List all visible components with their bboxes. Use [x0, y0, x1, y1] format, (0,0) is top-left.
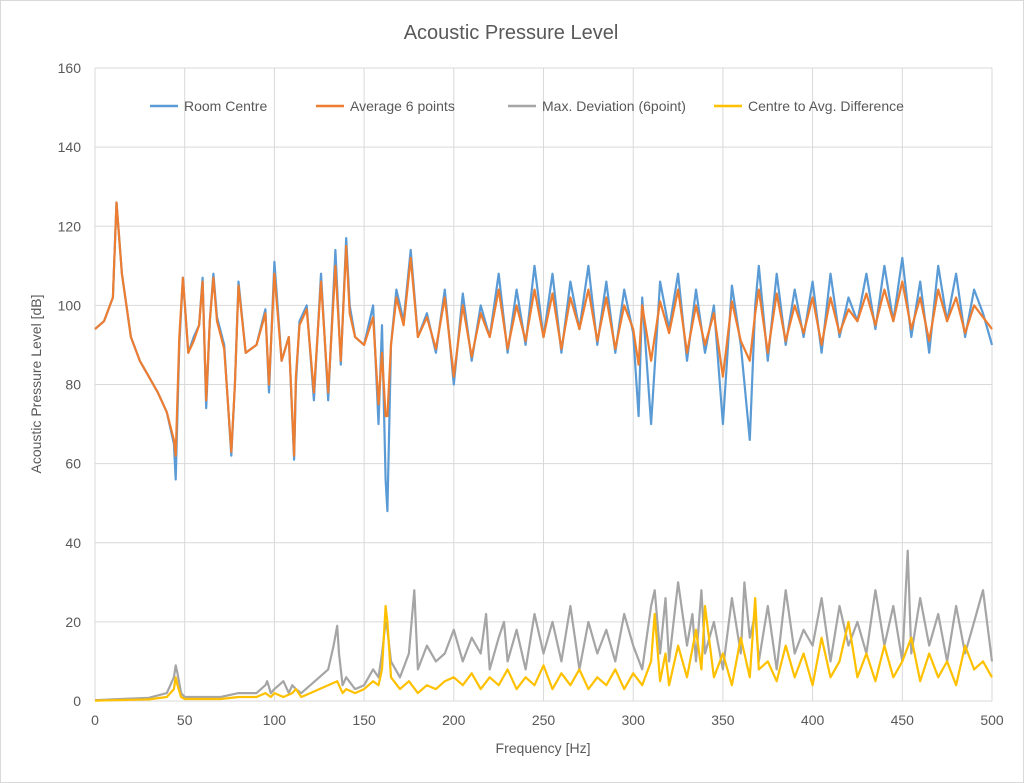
legend-item-0: Room Centre: [150, 98, 267, 114]
legend-item-2: Max. Deviation (6point): [508, 98, 686, 114]
x-tick-label: 150: [352, 712, 376, 728]
x-axis-title: Frequency [Hz]: [496, 740, 591, 756]
x-tick-label: 100: [263, 712, 287, 728]
y-tick-label: 140: [58, 139, 82, 155]
x-tick-label: 200: [442, 712, 466, 728]
x-tick-label: 450: [891, 712, 915, 728]
y-tick-label: 100: [58, 297, 82, 313]
x-tick-label: 250: [532, 712, 556, 728]
y-tick-label: 20: [65, 614, 81, 630]
x-tick-label: 500: [980, 712, 1004, 728]
y-tick-label: 60: [65, 456, 81, 472]
y-tick-label: 40: [65, 535, 81, 551]
gridlines: [94, 67, 993, 702]
legend-label: Max. Deviation (6point): [542, 98, 686, 114]
series-line-1: [94, 201, 993, 457]
legend-item-3: Centre to Avg. Difference: [714, 98, 904, 114]
x-axis-ticks: 0 50 100 150 200 250 300 350 400 450 500: [91, 712, 1004, 728]
series-layer: [94, 201, 994, 702]
x-tick-label: 400: [801, 712, 825, 728]
y-axis-title: Acoustic Pressure Level [dB]: [28, 295, 44, 474]
chart-title: Acoustic Pressure Level: [404, 22, 619, 44]
series-line-3: [94, 596, 993, 702]
y-axis-ticks: 0 20 40 60 80 100 120 140 160: [58, 60, 82, 709]
y-tick-label: 160: [58, 60, 82, 76]
legend-label: Centre to Avg. Difference: [748, 98, 904, 114]
y-tick-label: 120: [58, 218, 82, 234]
x-tick-label: 50: [177, 712, 193, 728]
legend-label: Average 6 points: [350, 98, 455, 114]
series-line-2: [94, 549, 994, 702]
x-tick-label: 300: [622, 712, 646, 728]
legend-item-1: Average 6 points: [316, 98, 455, 114]
x-tick-label: 0: [91, 712, 99, 728]
legend-label: Room Centre: [184, 98, 267, 114]
x-tick-label: 350: [711, 712, 735, 728]
y-tick-label: 80: [65, 377, 81, 393]
legend: Room Centre Average 6 points Max. Deviatio…: [150, 98, 904, 114]
y-tick-label: 0: [73, 693, 81, 709]
